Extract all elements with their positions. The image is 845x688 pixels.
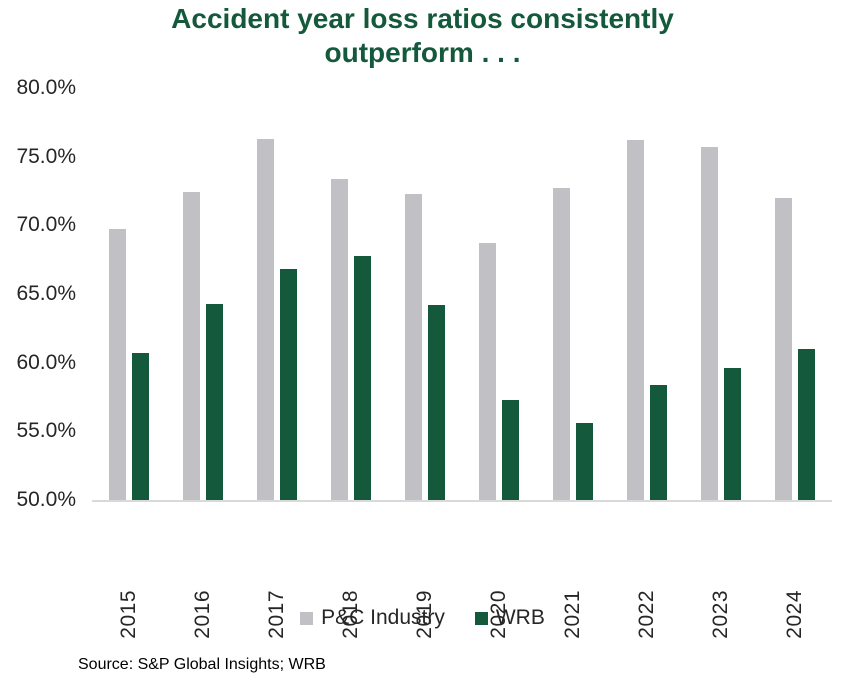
bar-columns (92, 88, 832, 500)
legend: P&C Industry WRB (0, 606, 845, 630)
bar-group-2016 (166, 88, 240, 500)
bar-wrb-2023 (724, 368, 741, 500)
bar-group-2018 (314, 88, 388, 500)
bar-p-c-industry-2016 (183, 192, 200, 500)
bar-wrb-2017 (280, 269, 297, 500)
bar-group-2021 (536, 88, 610, 500)
bar-group-2015 (92, 88, 166, 500)
bar-p-c-industry-2022 (627, 140, 644, 500)
legend-label: WRB (495, 606, 545, 629)
chart-title-line1: Accident year loss ratios consistently (171, 3, 674, 34)
legend-item-p-c-industry: P&C Industry (300, 606, 445, 630)
y-axis: 80.0% 75.0% 70.0% 65.0% 60.0% 55.0% 50.0% (0, 76, 82, 511)
bar-wrb-2019 (428, 305, 445, 500)
y-tick-label: 75.0% (16, 144, 76, 168)
bar-p-c-industry-2020 (479, 243, 496, 500)
bar-wrb-2016 (206, 303, 223, 500)
bar-p-c-industry-2018 (331, 178, 348, 500)
bar-group-2019 (388, 88, 462, 500)
bar-group-2023 (684, 88, 758, 500)
legend-label: P&C Industry (321, 606, 445, 629)
bar-wrb-2018 (354, 255, 371, 500)
bar-group-2022 (610, 88, 684, 500)
chart-title-line2: outperform . . . (324, 37, 521, 68)
bar-group-2017 (240, 88, 314, 500)
y-tick-label: 55.0% (16, 419, 76, 443)
y-tick-label: 80.0% (16, 76, 76, 99)
chart-title: Accident year loss ratios consistently o… (0, 2, 845, 70)
bar-chart: 80.0% 75.0% 70.0% 65.0% 60.0% 55.0% 50.0% 2015… (0, 76, 845, 639)
bar-group-2024 (758, 88, 832, 500)
y-tick-label: 70.0% (16, 213, 76, 237)
bar-p-c-industry-2019 (405, 193, 422, 500)
legend-swatch-wrb (474, 611, 488, 625)
y-tick-label: 50.0% (16, 488, 76, 511)
bar-p-c-industry-2015 (109, 229, 126, 500)
bar-group-2020 (462, 88, 536, 500)
bar-wrb-2022 (650, 384, 667, 500)
bar-wrb-2024 (798, 348, 815, 500)
plot-area (92, 88, 832, 502)
source-note: Source: S&P Global Insights; WRB (78, 656, 326, 673)
legend-item-wrb: WRB (474, 606, 545, 630)
bar-p-c-industry-2021 (553, 188, 570, 500)
bar-p-c-industry-2024 (775, 197, 792, 500)
bar-wrb-2020 (502, 399, 519, 500)
y-tick-label: 60.0% (16, 350, 76, 374)
y-tick-label: 65.0% (16, 282, 76, 305)
legend-swatch-p-c-industry (300, 611, 314, 625)
bar-p-c-industry-2017 (257, 138, 274, 500)
bar-wrb-2015 (132, 353, 149, 500)
bar-p-c-industry-2023 (701, 147, 718, 500)
bar-wrb-2021 (576, 423, 593, 500)
